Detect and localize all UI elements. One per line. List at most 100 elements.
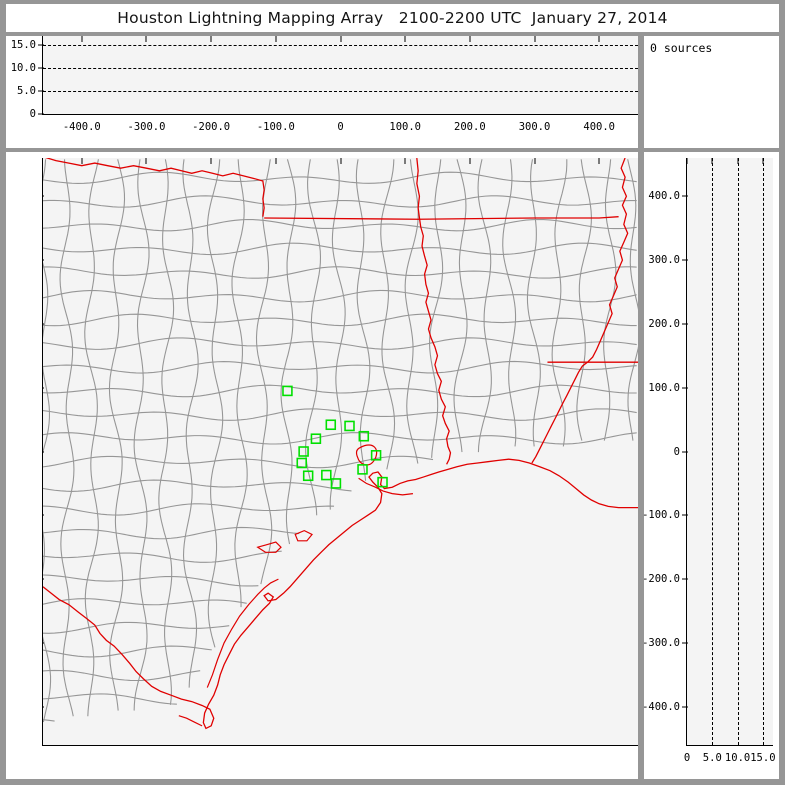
x-axis-tick-mark bbox=[598, 36, 600, 42]
x-axis-tick-mark bbox=[404, 158, 406, 164]
y-axis-tick-label: -400.0 bbox=[642, 700, 680, 713]
y-axis-tick-mark bbox=[43, 323, 44, 325]
y-axis-tick-label: -100.0 bbox=[642, 509, 680, 522]
altitude-vs-east-panel[interactable]: 0 5.0 10.0 15.0 -400.0 -300.0 -200.0 -100.0 0 100… bbox=[6, 36, 638, 148]
vertical-gridline bbox=[737, 158, 739, 745]
x-axis-tick-mark bbox=[340, 36, 341, 42]
y-axis-tick-mark bbox=[682, 578, 688, 580]
lma-station-marker[interactable] bbox=[358, 430, 370, 442]
y-axis-tick-mark bbox=[43, 578, 44, 580]
y-axis-tick-label: 200.0 bbox=[648, 317, 680, 330]
x-axis-tick-mark bbox=[275, 36, 277, 42]
x-axis-tick-label: 0 bbox=[683, 752, 691, 764]
y-axis-tick-mark bbox=[38, 90, 44, 92]
y-axis-tick-mark bbox=[682, 642, 688, 644]
x-axis-tick-mark bbox=[340, 158, 341, 164]
y-axis-tick-label: 5.0 bbox=[17, 85, 36, 98]
x-axis-tick-mark bbox=[404, 36, 406, 42]
x-axis-tick-label: -300.0 bbox=[128, 745, 166, 746]
y-axis-tick-label: -200.0 bbox=[642, 573, 680, 586]
x-axis-tick-label: 300.0 bbox=[519, 745, 551, 746]
lma-station-marker[interactable] bbox=[344, 420, 355, 432]
y-axis-tick-mark bbox=[682, 259, 688, 261]
station-markers-layer[interactable] bbox=[43, 158, 638, 745]
x-axis-tick-label: -100.0 bbox=[256, 121, 295, 133]
x-axis-tick-label: 200.0 bbox=[454, 745, 486, 746]
x-axis-tick-label: -100.0 bbox=[257, 745, 295, 746]
x-axis-tick-label: -400.0 bbox=[62, 121, 101, 133]
lma-station-marker[interactable] bbox=[357, 464, 368, 475]
y-axis-tick-label: 0 bbox=[673, 445, 680, 458]
y-axis-tick-mark bbox=[43, 387, 44, 389]
x-axis-tick-mark bbox=[275, 158, 277, 164]
x-axis-tick-label: -400.0 bbox=[63, 745, 101, 746]
x-axis-tick-mark bbox=[81, 36, 83, 42]
x-axis-tick-mark bbox=[145, 158, 147, 164]
lma-station-marker[interactable] bbox=[370, 450, 382, 461]
x-axis-tick-mark bbox=[210, 158, 212, 164]
x-axis-tick-label: 400.0 bbox=[583, 745, 615, 746]
page-title: Houston Lightning Mapping Array 2100-220… bbox=[117, 9, 668, 27]
lma-station-marker[interactable] bbox=[296, 457, 307, 469]
lma-station-marker[interactable] bbox=[298, 446, 309, 457]
lma-station-marker[interactable] bbox=[302, 470, 314, 482]
x-axis-tick-mark bbox=[469, 158, 471, 164]
horizontal-gridline bbox=[43, 45, 638, 47]
horizontal-gridline bbox=[43, 68, 638, 70]
lma-station-marker[interactable] bbox=[325, 419, 337, 431]
altitude-vs-east-plot-area[interactable]: 0 5.0 10.0 15.0 -400.0 -300.0 -200.0 -100.0 0 100… bbox=[11, 36, 638, 133]
x-axis-tick-label: 15.0 bbox=[750, 752, 776, 764]
x-axis-tick-mark bbox=[686, 158, 688, 164]
x-axis-tick-label: 0 bbox=[337, 745, 343, 746]
y-axis-tick-label: 0 bbox=[29, 108, 36, 120]
x-axis-tick-label: -200.0 bbox=[192, 745, 230, 746]
x-axis-tick-label: 200.0 bbox=[454, 121, 486, 133]
y-axis-tick-label: 400.0 bbox=[648, 190, 680, 203]
title-bar: Houston Lightning Mapping Array 2100-220… bbox=[6, 4, 779, 32]
x-axis-tick-label: 5.0 bbox=[702, 752, 722, 764]
x-axis-tick-mark bbox=[81, 158, 83, 164]
y-axis-tick-mark bbox=[38, 44, 44, 46]
altitude-vs-north-panel[interactable]: -400.0 -300.0 -200.0 -100.0 0 100.0 200.0 300.0… bbox=[642, 152, 779, 779]
basemap-graphic bbox=[43, 158, 638, 730]
x-axis-tick-label: -300.0 bbox=[127, 121, 166, 133]
y-axis-tick-mark bbox=[43, 451, 44, 452]
vertical-gridline bbox=[712, 158, 714, 745]
lma-station-marker[interactable] bbox=[377, 476, 388, 488]
y-axis-tick-mark bbox=[682, 323, 688, 325]
y-axis-tick-label: 15.0 bbox=[10, 39, 36, 52]
y-axis-tick-mark bbox=[43, 514, 44, 516]
y-axis-tick-mark bbox=[682, 706, 688, 708]
x-axis-tick-label: 400.0 bbox=[583, 121, 615, 133]
lma-station-marker[interactable] bbox=[321, 469, 332, 481]
x-axis-tick-mark bbox=[210, 36, 212, 42]
station-map-plot-area[interactable]: -400.0 -300.0 -200.0 -100.0 0 100.0 200.0 300.0… bbox=[42, 158, 638, 746]
altitude-vs-north-plot-area[interactable]: -400.0 -300.0 -200.0 -100.0 0 100.0 200.0 300.0… bbox=[642, 158, 776, 764]
y-axis-tick-mark bbox=[43, 195, 44, 197]
horizontal-gridline bbox=[43, 91, 638, 93]
source-count-label: 0 sources bbox=[650, 41, 713, 55]
source-count-panel: 0 sources bbox=[644, 36, 779, 148]
y-axis-tick-mark bbox=[43, 706, 44, 708]
y-axis-tick-mark bbox=[682, 195, 688, 197]
y-axis-tick-label: 300.0 bbox=[648, 254, 680, 267]
y-axis-tick-mark bbox=[38, 113, 44, 115]
vertical-gridline bbox=[762, 158, 764, 745]
y-axis-tick-mark bbox=[43, 642, 44, 644]
x-axis-tick-label: 300.0 bbox=[518, 121, 551, 133]
x-axis-tick-mark bbox=[145, 36, 147, 42]
y-axis-tick-label: 100.0 bbox=[648, 381, 680, 394]
y-axis-tick-label: -300.0 bbox=[642, 636, 680, 649]
station-map-panel[interactable]: -400.0 -300.0 -200.0 -100.0 0 100.0 200.0 300.0… bbox=[6, 152, 638, 779]
x-axis-tick-label: 0 bbox=[337, 121, 344, 133]
y-axis-tick-label: 10.0 bbox=[10, 62, 36, 75]
lma-station-marker[interactable] bbox=[310, 433, 322, 445]
x-axis-tick-mark bbox=[534, 158, 536, 164]
lma-station-marker[interactable] bbox=[330, 478, 342, 489]
y-axis-tick-mark bbox=[43, 259, 44, 261]
x-axis-tick-mark bbox=[534, 36, 536, 42]
x-axis-tick-mark bbox=[598, 158, 600, 164]
x-axis-tick-label: 10.0 bbox=[724, 752, 751, 764]
lma-station-marker[interactable] bbox=[282, 385, 293, 397]
